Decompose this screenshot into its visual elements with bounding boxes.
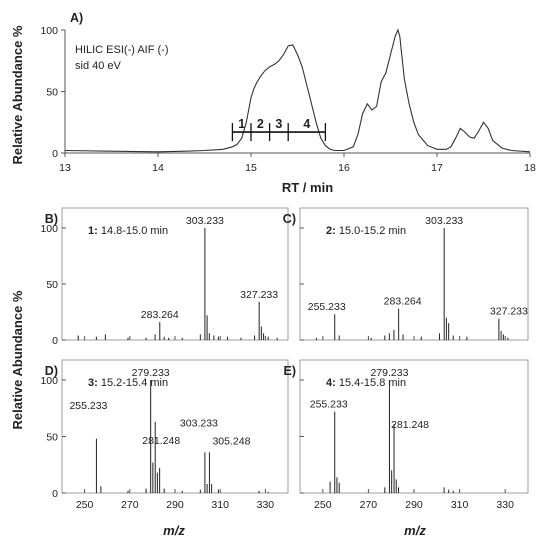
peak-label: 305.248 [212, 435, 250, 447]
x-tick-label: 290 [405, 499, 423, 511]
panel-label: B) [45, 212, 58, 226]
y-tick-label: 50 [46, 279, 58, 291]
fraction-number-label: 2 [257, 117, 264, 131]
y-tick-label: 100 [40, 25, 58, 37]
fraction-number-label: 3 [275, 117, 282, 131]
x-tick-label: 18 [524, 162, 536, 174]
peak-label: 303.233 [425, 215, 463, 227]
x-tick-label: 15 [245, 162, 257, 174]
panel-label: C) [283, 212, 296, 226]
y-tick-label: 100 [40, 223, 58, 235]
x-tick-label: 330 [257, 499, 275, 511]
x-tick-label: 14 [152, 162, 164, 174]
y-tick-label: 0 [52, 488, 58, 500]
fraction-number: 2: [326, 225, 336, 237]
x-axis-label-left: m/z [163, 523, 185, 538]
spectrum-panel-e: E) 250 270 290 310 330 4: 15.4-15.8 min279.233… [284, 359, 529, 511]
fraction-label: 4: 15.4-15.8 min [326, 377, 406, 389]
y-tick-label: 0 [52, 335, 58, 347]
peak-label: 327.233 [490, 306, 528, 318]
peak-label: 303.233 [180, 417, 218, 429]
fraction-label: 1: 14.8-15.0 min [88, 225, 168, 237]
x-axis-label: RT / min [282, 180, 333, 195]
x-tick-label: 290 [166, 499, 184, 511]
spectrum-panel-b: B) 0 50 100 1: 14.8-15.0 min 303.233 283.264 32… [40, 207, 289, 347]
peak-label: 283.264 [384, 296, 422, 308]
chromatogram-trace [64, 28, 531, 153]
method-annotation: HILIC ESI(-) AIF (-) [75, 44, 169, 56]
peak-label: 281.248 [391, 419, 429, 431]
panel-label: D) [45, 364, 58, 378]
x-tick-label: 270 [360, 499, 378, 511]
x-tick-label: 310 [451, 499, 469, 511]
x-tick-label: 270 [121, 499, 139, 511]
fraction-number: 3: [88, 377, 98, 389]
peak-label: 255.233 [69, 400, 107, 412]
fraction-time-range: 15.0-15.2 min [336, 225, 406, 237]
fraction-time-range: 15.4-15.8 min [336, 377, 406, 389]
y-tick-label: 50 [46, 432, 58, 444]
y-tick-label: 50 [46, 87, 58, 99]
peak-label: 255.233 [310, 399, 348, 411]
x-tick-label: 310 [211, 499, 229, 511]
y-axis-label-top: Relative Abundance % [10, 25, 25, 164]
x-tick-label: 13 [59, 162, 71, 174]
peak-label: 281.248 [142, 435, 180, 447]
x-tick-label: 250 [76, 499, 94, 511]
energy-annotation: sid 40 eV [75, 60, 122, 72]
fraction-number-label: 4 [303, 117, 310, 131]
y-tick-label: 100 [40, 375, 58, 387]
fraction-label: 2: 15.0-15.2 min [326, 225, 406, 237]
peak-label: 279.233 [132, 367, 170, 379]
fraction-number: 1: [88, 225, 98, 237]
fraction-number-label: 1 [238, 117, 245, 131]
x-axis-label-right: m/z [404, 523, 426, 538]
y-axis-label-bottom: Relative Abundance % [10, 290, 25, 429]
peak-label: 279.233 [370, 367, 408, 379]
panel-label: E) [284, 364, 297, 378]
panel-label-a: A) [70, 11, 83, 25]
x-tick-label: 330 [496, 499, 514, 511]
fraction-number: 4: [326, 377, 336, 389]
peak-label: 255.233 [308, 301, 346, 313]
y-tick-label: 0 [52, 148, 58, 160]
x-tick-label: 16 [338, 162, 350, 174]
peak-label: 303.233 [186, 215, 224, 227]
fraction-time-range: 14.8-15.0 min [98, 225, 168, 237]
x-tick-label: 17 [431, 162, 443, 174]
x-tick-label: 250 [314, 499, 332, 511]
spectrum-panel-c: C) 2: 15.0-15.2 min 303.233 255.233 283.264 3… [283, 207, 529, 341]
peak-label: 327.233 [240, 289, 278, 301]
peak-label: 283.264 [141, 309, 179, 321]
